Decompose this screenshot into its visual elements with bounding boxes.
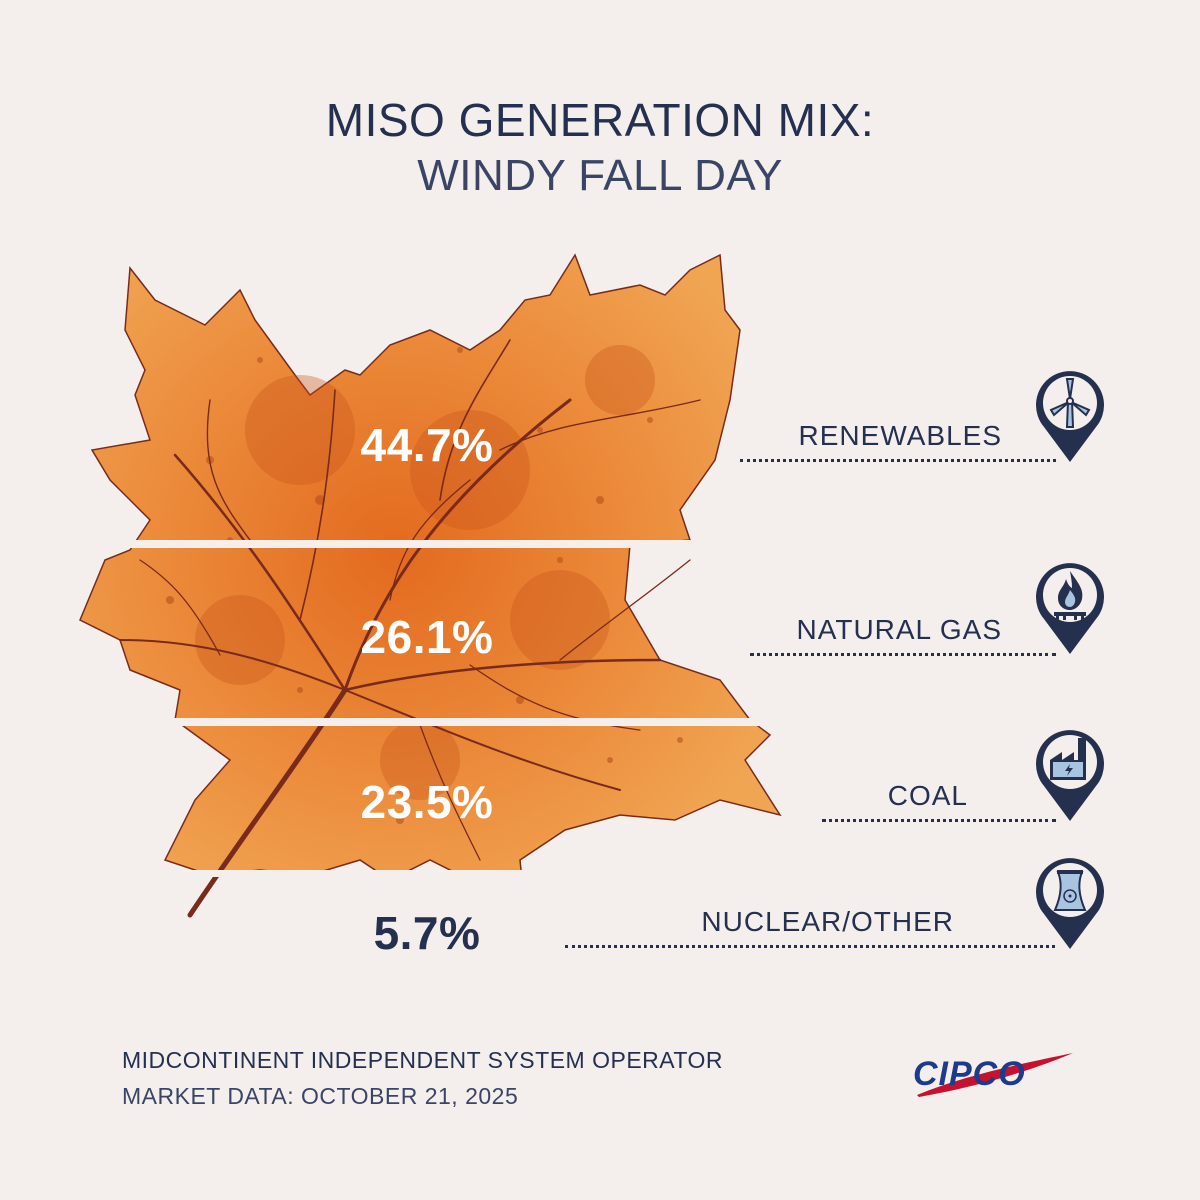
cipco-logo: CIPCO: [913, 1053, 1073, 1097]
wind-turbine-icon: [1036, 371, 1104, 462]
leaf-veins: [119, 339, 701, 861]
factory-icon: [1036, 730, 1104, 821]
coal-label: COAL: [887, 780, 968, 811]
title-line-1: MISO GENERATION MIX:: [325, 94, 875, 146]
nuclear-other-leader-line: [565, 945, 1055, 948]
renewables-value-label: 44.7%: [360, 419, 494, 471]
leaf-stem: [187, 687, 348, 918]
nuclear-other-value-label: 5.7%: [373, 907, 481, 959]
nuclear-cooling-tower-icon: [1036, 858, 1104, 949]
gas-flame-icon: [1036, 563, 1104, 654]
natural-gas-value-label: 26.1%: [360, 611, 494, 663]
footer-market-date: MARKET DATA: OCTOBER 21, 2025: [122, 1083, 519, 1109]
footer-organization: MIDCONTINENT INDEPENDENT SYSTEM OPERATOR: [122, 1047, 724, 1073]
coal-leader-line: [822, 819, 1056, 822]
natural-gas-leader-line: [750, 653, 1056, 656]
title-line-2: WINDY FALL DAY: [417, 151, 783, 200]
chart-title: MISO GENERATION MIX: WINDY FALL DAY: [0, 92, 1200, 204]
section-dividers: [80, 540, 760, 877]
renewables-label: RENEWABLES: [798, 420, 1002, 451]
nuclear-other-label: NUCLEAR/OTHER: [701, 906, 954, 937]
logo-text: CIPCO: [913, 1055, 1026, 1093]
renewables-leader-line: [740, 459, 1056, 462]
coal-value-label: 23.5%: [360, 776, 494, 828]
natural-gas-label: NATURAL GAS: [796, 614, 1002, 645]
